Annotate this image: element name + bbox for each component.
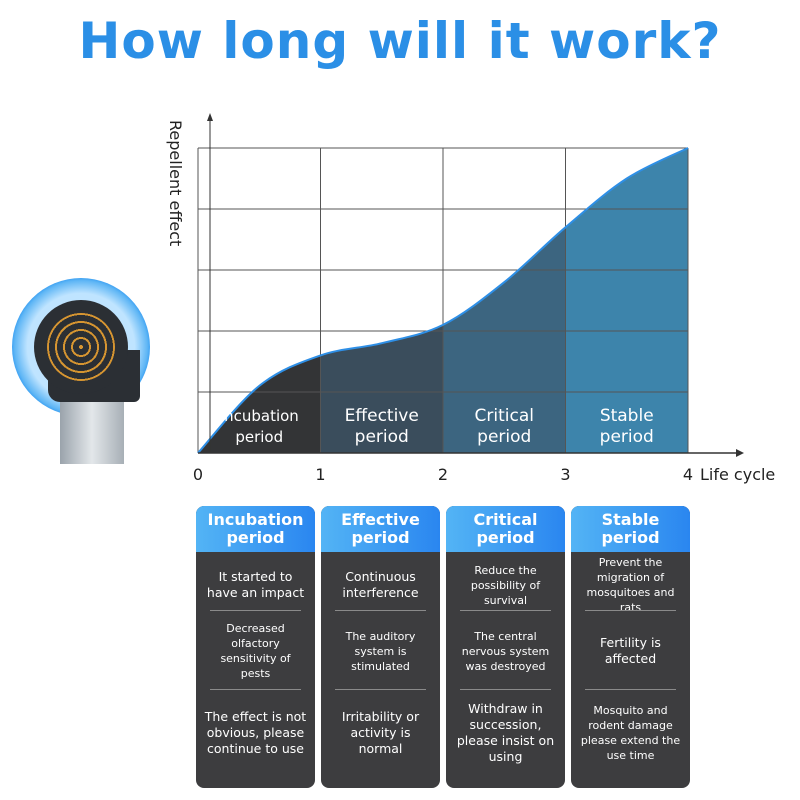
period-cards: Incubation period It started to have an i… (196, 506, 690, 788)
card-stable: Stable period Prevent the migration of mo… (571, 506, 690, 788)
card-item: It started to have an impact (206, 569, 305, 600)
x-tick-label: 3 (560, 465, 570, 484)
card-item: Reduce the possibility of survival (470, 563, 541, 607)
spider-web-icon (47, 313, 115, 381)
y-axis-label: Repellent effect (166, 120, 185, 246)
region-label: Incubation (220, 407, 299, 425)
card-item: The effect is not obvious, please contin… (204, 709, 307, 756)
divider (460, 610, 551, 611)
card-effective: Effective period Continuous interference T… (321, 506, 440, 788)
region-label: period (235, 428, 283, 446)
repellent-effect-chart: Repellent effect Life cycle 0 1 2 3 4 Incuba… (166, 113, 775, 484)
card-item: Mosquito and rodent damage please extend… (580, 704, 681, 762)
x-tick-label: 2 (438, 465, 448, 484)
x-tick-label: 0 (193, 465, 203, 484)
divider (335, 610, 426, 611)
region-label: period (355, 427, 409, 447)
card-title: Stable period (571, 506, 690, 552)
region-label: Effective (345, 406, 419, 426)
card-title: Effective period (321, 506, 440, 552)
repeller-device-image (12, 278, 152, 468)
card-incubation: Incubation period It started to have an i… (196, 506, 315, 788)
card-item: Continuous interference (342, 569, 419, 600)
card-item: Irritability or activity is normal (341, 709, 420, 756)
divider (585, 689, 676, 690)
card-title: Incubation period (196, 506, 315, 552)
region-incubation (198, 355, 321, 453)
region-label: Critical (475, 406, 534, 426)
divider (335, 689, 426, 690)
card-item: Prevent the migration of mosquitoes and … (586, 556, 675, 614)
card-item: The auditory system is stimulated (345, 629, 416, 673)
card-title: Critical period (446, 506, 565, 552)
card-item: Withdraw in succession, please insist on… (456, 701, 555, 764)
card-critical: Critical period Reduce the possibility of… (446, 506, 565, 788)
page-title: How long will it work? (78, 12, 722, 70)
card-item: Decreased olfactory sensitivity of pests (220, 622, 291, 680)
x-tick-label: 4 (683, 465, 693, 484)
x-tick-label: 1 (315, 465, 325, 484)
x-axis-arrow-icon (736, 449, 744, 457)
region-critical (443, 227, 566, 453)
card-item: The central nervous system was destroyed (461, 629, 550, 673)
plug-icon (60, 402, 124, 464)
region-stable (565, 148, 688, 453)
region-label: period (477, 427, 531, 447)
divider (460, 689, 551, 690)
y-axis-arrow-icon (207, 113, 213, 121)
x-axis-label: Life cycle (700, 465, 775, 484)
divider (210, 610, 301, 611)
divider (585, 610, 676, 611)
divider (210, 689, 301, 690)
card-item: Fertility is affected (600, 635, 661, 666)
region-label: Stable (600, 406, 654, 426)
region-effective (320, 324, 443, 453)
effect-curve (197, 147, 689, 454)
region-label: period (600, 427, 654, 447)
